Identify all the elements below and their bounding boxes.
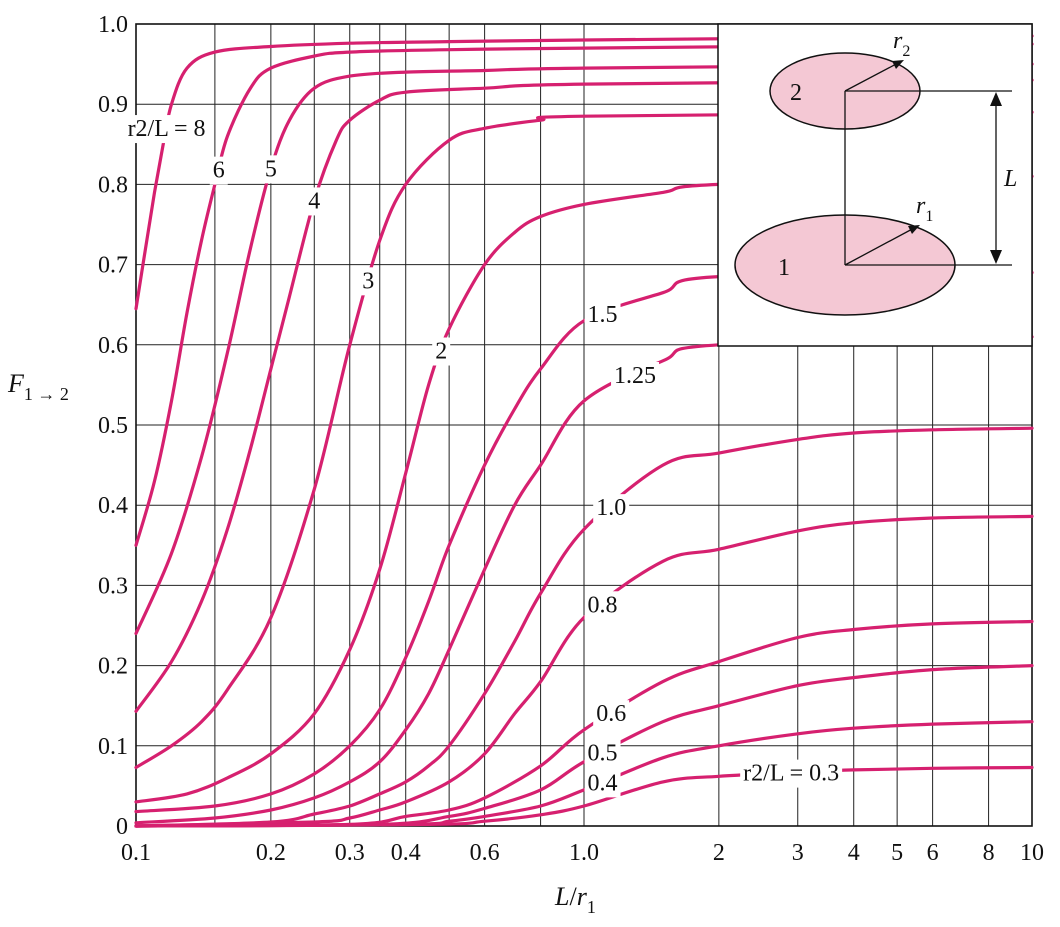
curve-label-0-8: 0.8 [584, 591, 621, 620]
curve-label-bg-0-6 [593, 700, 630, 729]
curve-1-0 [134, 426, 1034, 828]
curve-5 [134, 62, 1034, 636]
curve-label-text-0-8: 0.8 [588, 592, 618, 618]
curve-label-text-r2-L-8: r2/L = 8 [128, 116, 206, 142]
curve-r2-L-0-3 [134, 765, 1034, 828]
curve-1-5 [134, 271, 1034, 814]
y-axis-title: F1 → 2 [7, 369, 69, 404]
curve-6 [134, 42, 1034, 547]
curve-label-text-r2-L-0-3: r2/L = 0.3 [743, 761, 839, 787]
curve-label-text-4: 4 [308, 188, 320, 214]
curve-label-bg-1-0 [593, 494, 630, 523]
curve-label-bg-6 [209, 156, 228, 185]
curve-label-1-0: 1.0 [593, 494, 630, 523]
radius-2-line [844, 61, 901, 92]
curve-label-2: 2 [432, 337, 451, 366]
curve-label-r2-L-0-3: r2/L = 0.3 [740, 759, 843, 788]
curve-label-text-6: 6 [213, 158, 225, 184]
curve-label-0-6: 0.6 [593, 700, 630, 729]
curve-label-text-1-25: 1.25 [614, 363, 656, 389]
curve-label-text-2: 2 [435, 339, 447, 365]
inset-diagram: 2 1 r2 r1 L [717, 23, 1033, 347]
y-tick-label-0-6: 0.6 [98, 333, 128, 359]
x-tick-label-0-6: 0.6 [470, 840, 500, 866]
y-tick-label-0-3: 0.3 [98, 573, 128, 599]
curve-label-4: 4 [305, 187, 324, 216]
curve-labels: r2/L = 8 6 5 4 3 2 1.5 1.25 1.0 0.8 0.6 0.5 0.4 r2/L … [124, 115, 843, 798]
curve-label-bg-0-4 [584, 769, 621, 798]
x-tick-label-0-4: 0.4 [391, 840, 421, 866]
x-tick-label-2: 2 [713, 840, 725, 866]
curve-4 [134, 78, 1034, 713]
y-tick-label-0-9: 0.9 [98, 92, 128, 118]
curves [134, 34, 1034, 828]
x-tick-label-5: 5 [891, 840, 903, 866]
x-tick-label-0-3: 0.3 [335, 840, 365, 866]
radius-1-line [844, 226, 917, 266]
curve-label-bg-0-8 [584, 591, 621, 620]
curve-label-text-0-5: 0.5 [588, 740, 618, 766]
distance-label: L [1003, 166, 1017, 192]
curve-label-1-5: 1.5 [584, 301, 621, 330]
curve-label-bg-1-5 [584, 301, 621, 330]
radius-2-label: r2 [893, 28, 910, 60]
y-tick-label-0-4: 0.4 [98, 493, 128, 519]
x-tick-label-0-2: 0.2 [256, 840, 286, 866]
y-tick-label-0-1: 0.1 [98, 734, 128, 760]
curve-label-bg-2 [432, 337, 451, 366]
y-tick-label-0-2: 0.2 [98, 654, 128, 680]
x-axis-title: L/r1 [554, 882, 596, 917]
curve-label-r2-L-8: r2/L = 8 [124, 115, 209, 144]
curve-3 [134, 110, 1034, 770]
radius-1-label: r1 [916, 193, 933, 225]
disk-1-label: 1 [778, 255, 790, 281]
curve-label-text-0-6: 0.6 [596, 701, 626, 727]
radius-2-arrowhead [892, 60, 904, 69]
curve-1-25 [134, 335, 1034, 825]
curve-label-bg-0-5 [584, 739, 621, 768]
x-tick-label-3: 3 [792, 840, 804, 866]
y-tick-label-0-8: 0.8 [98, 172, 128, 198]
tick-labels: 0.1 0.2 0.3 0.4 0.6 1.0 2 3 4 5 6 8 1000.10.20.30.40… [98, 12, 1044, 866]
curve-0-8 [134, 514, 1034, 828]
curve-label-bg-r2-L-8 [124, 115, 209, 144]
x-tick-label-0-1: 0.1 [121, 840, 151, 866]
curve-label-bg-1-25 [611, 361, 660, 390]
curve-label-text-0-4: 0.4 [588, 770, 618, 796]
curve-label-text-1-5: 1.5 [588, 302, 618, 328]
x-tick-label-6: 6 [927, 840, 939, 866]
curve-label-0-4: 0.4 [584, 769, 621, 798]
y-tick-label-0-5: 0.5 [98, 413, 128, 439]
x-tick-label-4: 4 [848, 840, 860, 866]
distance-arrowhead-top [990, 92, 1002, 106]
radius-1-arrowhead [908, 225, 920, 234]
y-tick-label-1-0: 1.0 [98, 12, 128, 38]
curve-label-bg-3 [359, 267, 378, 296]
curve-label-bg-5 [261, 155, 280, 184]
curve-label-bg-4 [305, 187, 324, 216]
curve-label-1-25: 1.25 [611, 361, 660, 390]
y-tick-label-0: 0 [116, 814, 128, 840]
curve-label-5: 5 [261, 155, 280, 184]
curve-0-6 [134, 619, 1034, 828]
plot-frame [135, 23, 1033, 827]
curve-label-0-5: 0.5 [584, 739, 621, 768]
x-tick-label-10: 10 [1020, 840, 1044, 866]
distance-arrowhead-bottom [990, 250, 1002, 264]
curve-label-text-1-0: 1.0 [596, 495, 626, 521]
x-tick-label-8: 8 [983, 840, 995, 866]
disk-2-label: 2 [790, 80, 802, 106]
curve-label-bg-r2-L-0-3 [740, 759, 843, 788]
curve-r2-L-8 [134, 34, 1034, 311]
curve-label-text-5: 5 [265, 156, 277, 182]
curve-label-6: 6 [209, 156, 228, 185]
curve-label-text-3: 3 [362, 268, 374, 294]
x-tick-label-1-0: 1.0 [569, 840, 599, 866]
curve-label-3: 3 [359, 267, 378, 296]
y-tick-label-0-7: 0.7 [98, 253, 128, 279]
